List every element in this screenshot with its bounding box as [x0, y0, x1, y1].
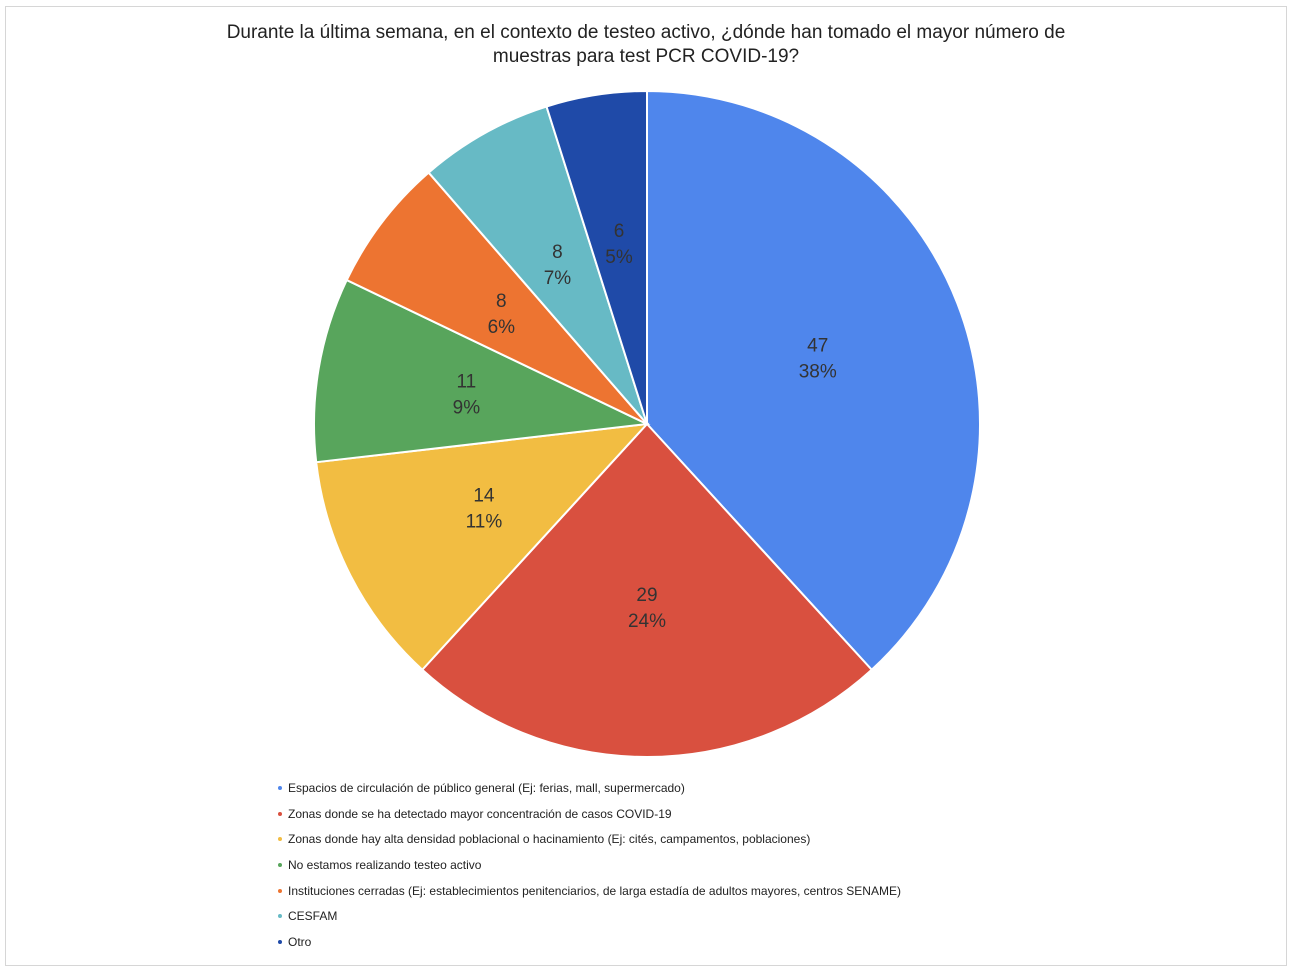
legend-label-7: Otro	[288, 934, 312, 949]
slice-value-label-1: 47	[807, 336, 828, 357]
legend-swatch-4	[278, 862, 282, 867]
slice-percent-label-2: 24%	[628, 611, 666, 632]
slice-percent-label-5: 6%	[488, 317, 516, 338]
legend-item-6: CESFAM	[276, 903, 901, 929]
pie-slice-7	[545, 89, 648, 425]
slice-value-label-3: 14	[473, 485, 495, 506]
slice-percent-label-7: 5%	[605, 247, 633, 268]
legend-swatch-5	[278, 888, 282, 893]
pie-slice-6	[427, 105, 648, 425]
legend-label-2: Zonas donde se ha detectado mayor concen…	[288, 806, 672, 821]
legend-swatch-1	[278, 785, 282, 790]
legend-swatch-7	[278, 939, 282, 944]
slice-percent-label-1: 38%	[799, 362, 837, 383]
legend-item-1: Espacios de circulación de público gener…	[276, 775, 901, 801]
slice-percent-label-3: 11%	[466, 511, 503, 532]
chart-title-line-1: Durante la última semana, en el contexto…	[226, 22, 1066, 43]
legend-swatch-2	[278, 811, 282, 816]
pie-slice-1	[646, 89, 981, 672]
legend-item-2: Zonas donde se ha detectado mayor concen…	[276, 801, 901, 827]
legend-label-6: CESFAM	[288, 909, 338, 924]
slice-value-label-2: 29	[636, 585, 657, 606]
chart-legend: Espacios de circulación de público gener…	[276, 775, 901, 955]
pie-slice-2	[420, 422, 874, 758]
legend-item-3: Zonas donde hay alta densidad poblaciona…	[276, 826, 901, 852]
legend-item-7: Otro	[276, 929, 901, 955]
chart-title-line-2: muestras para test PCR COVID-19?	[492, 46, 800, 67]
legend-label-4: No estamos realizando testeo activo	[288, 857, 482, 872]
slice-value-label-7: 6	[614, 221, 625, 242]
slice-value-label-6: 8	[552, 242, 563, 263]
pie-slice-3	[315, 422, 650, 672]
legend-item-5: Instituciones cerradas (Ej: establecimie…	[276, 878, 901, 904]
slice-value-label-5: 8	[496, 291, 507, 312]
legend-swatch-3	[278, 837, 282, 842]
pie-slice-4	[313, 278, 651, 464]
legend-label-1: Espacios de circulación de público gener…	[288, 780, 685, 795]
legend-label-5: Instituciones cerradas (Ej: establecimie…	[288, 883, 901, 898]
legend-swatch-6	[278, 914, 282, 919]
pie-slice-5	[345, 171, 648, 425]
slice-percent-label-4: 9%	[453, 398, 481, 419]
legend-label-3: Zonas donde hay alta densidad poblaciona…	[288, 832, 811, 847]
legend-item-4: No estamos realizando testeo activo	[276, 852, 901, 878]
slice-value-label-4: 11	[457, 372, 477, 393]
slice-percent-label-6: 7%	[544, 268, 572, 289]
